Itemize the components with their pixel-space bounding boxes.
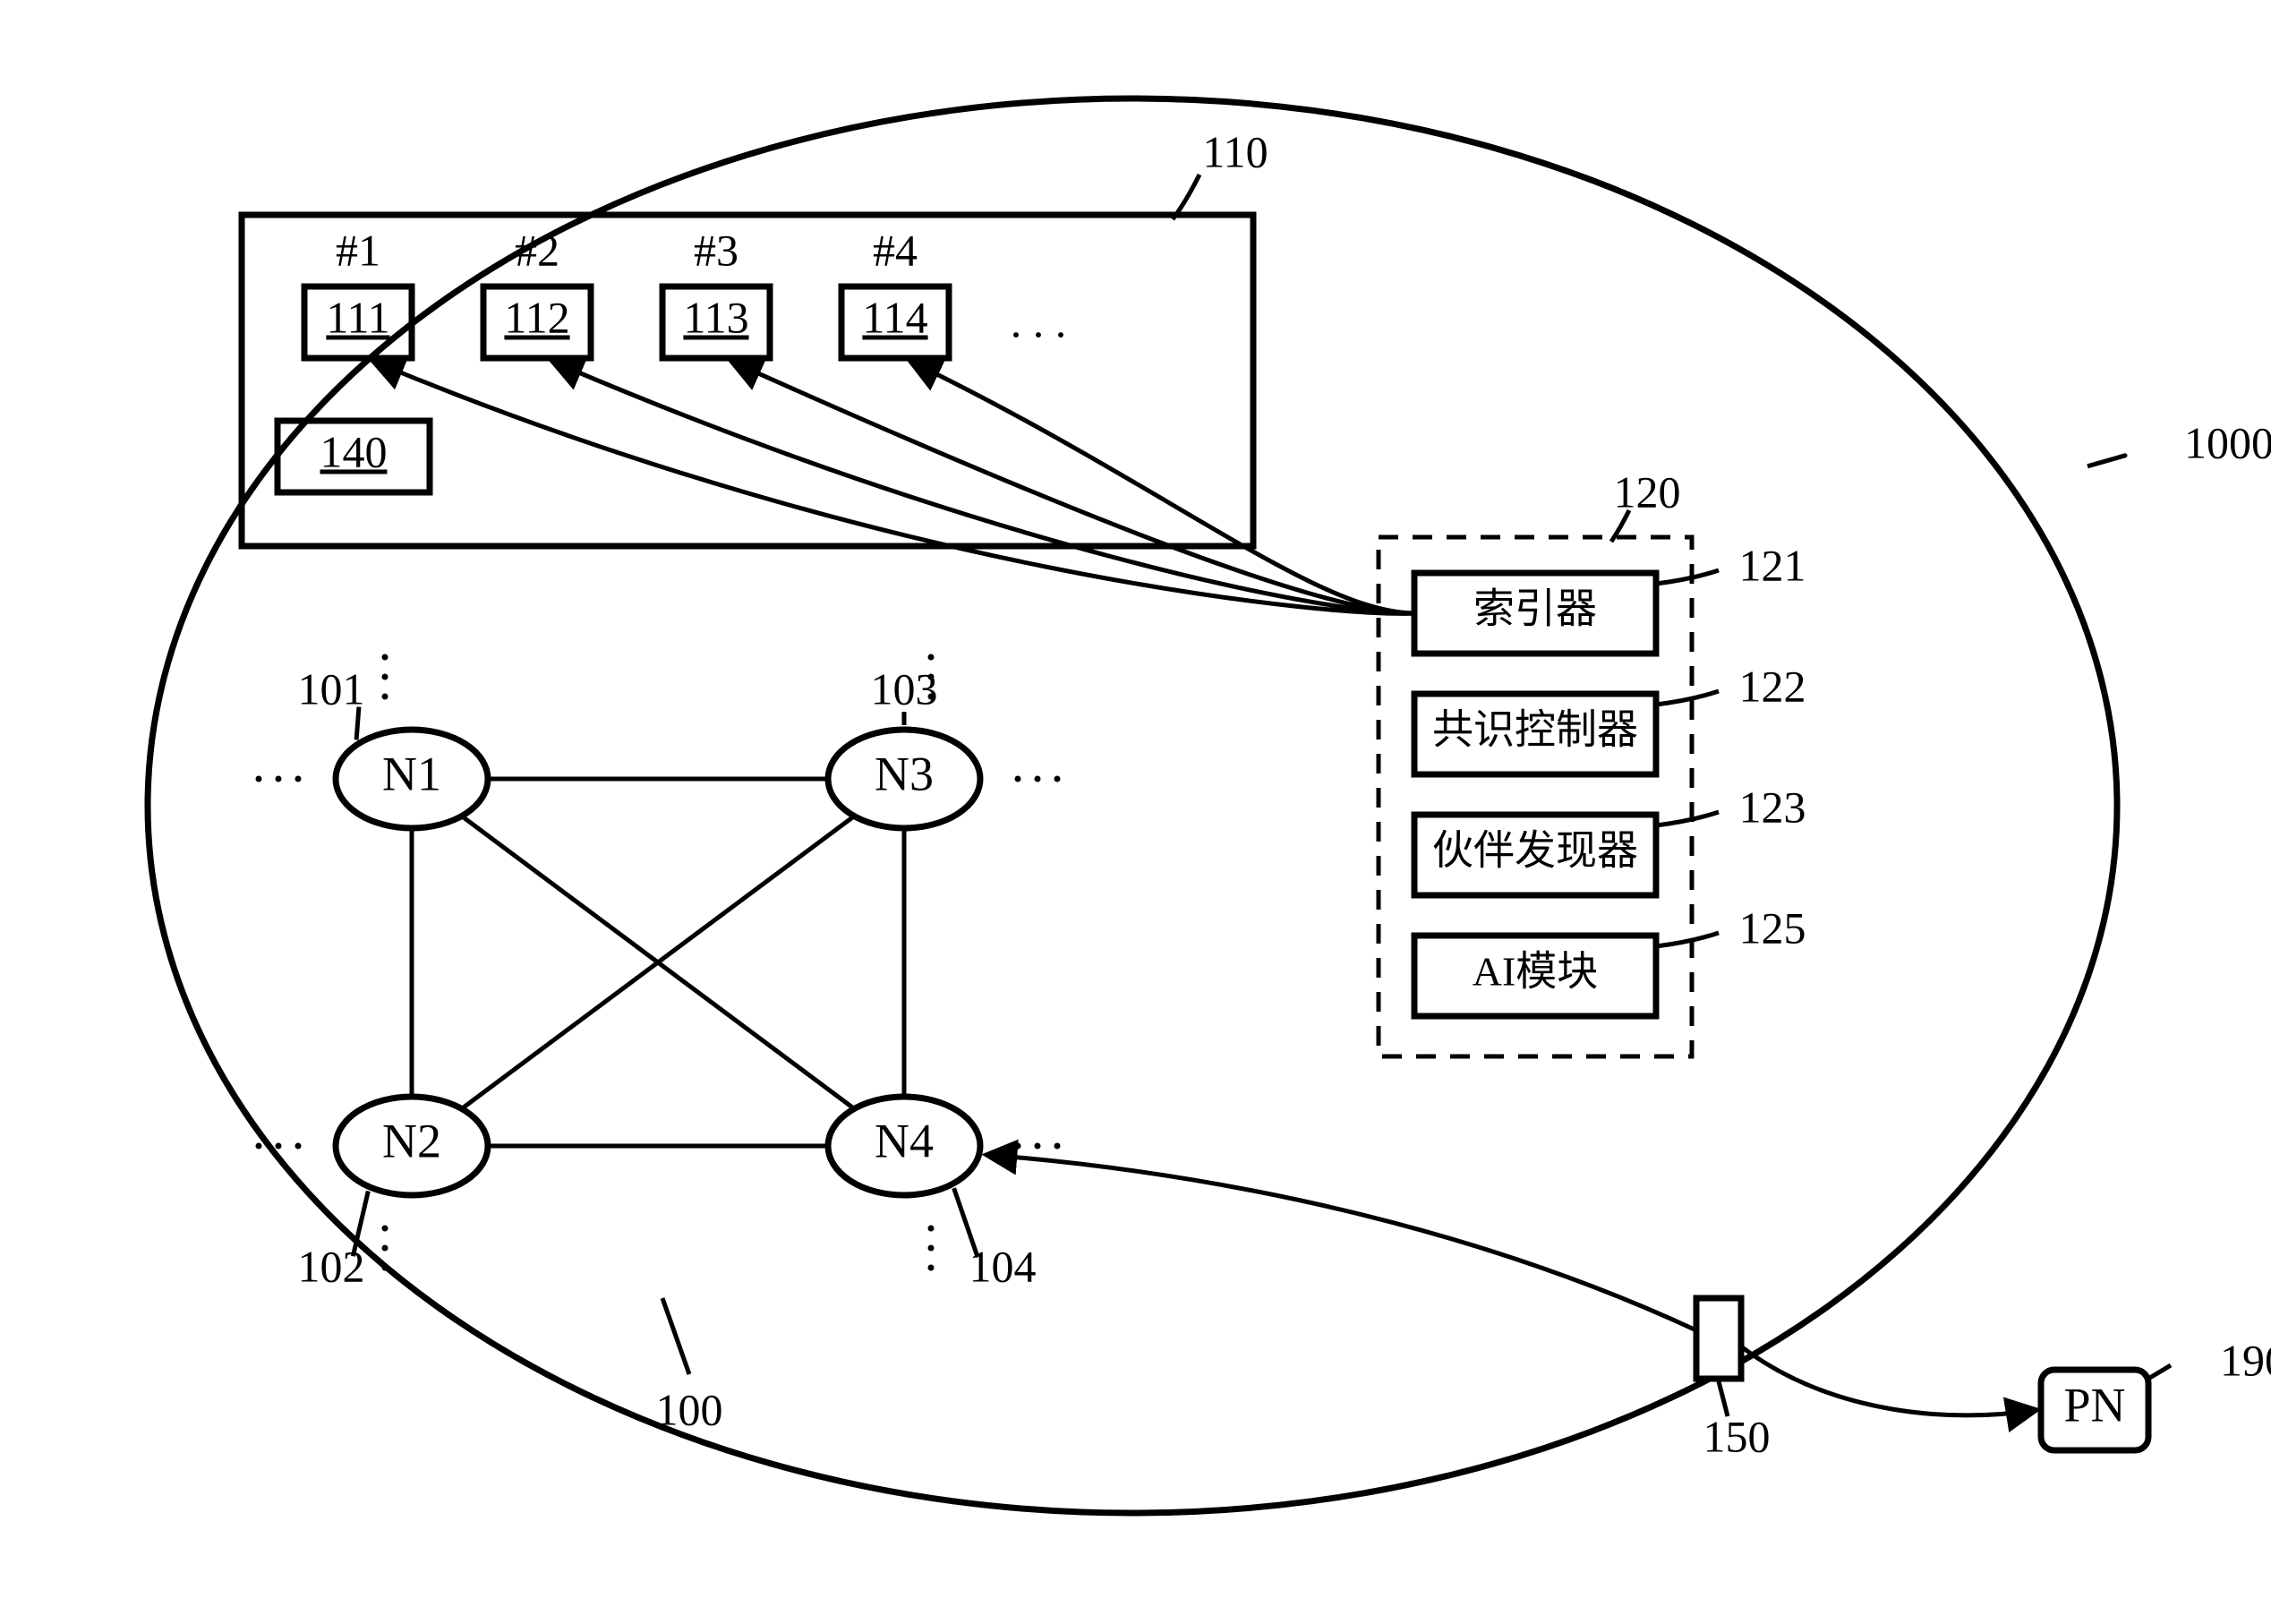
block-3-header: #3: [694, 225, 739, 275]
continuation-dot: [1035, 776, 1041, 782]
continuation-dot: [382, 1226, 388, 1232]
ref-150: 150: [1703, 1411, 1771, 1461]
continuation-dot: [928, 674, 935, 680]
continuation-dot: [928, 1265, 935, 1271]
arrow-indexer-to-114: [911, 362, 1414, 613]
continuation-dot: [382, 694, 388, 700]
continuation-dot: [928, 1226, 935, 1232]
ref-122: 122: [1739, 661, 1806, 711]
module-125-label: AI模块: [1473, 949, 1599, 995]
leader-122: [1656, 691, 1719, 705]
continuation-dot: [382, 654, 388, 661]
block-2-value: 112: [504, 292, 569, 342]
continuation-dot: [928, 654, 935, 661]
block-4-value: 114: [862, 292, 927, 342]
leader-100: [662, 1298, 689, 1374]
continuation-dot: [1054, 1143, 1061, 1150]
ref-110: 110: [1202, 126, 1268, 176]
arrow-indexer-to-113: [732, 362, 1414, 613]
leader-190: [2148, 1365, 2171, 1379]
node-N2-label: N2: [382, 1114, 441, 1167]
arrow-gateway-to-PN: [1741, 1346, 2036, 1415]
ref-1000: 1000: [2184, 417, 2271, 467]
continuation-dot: [256, 776, 262, 782]
module-123-label: 伙伴发现器: [1432, 828, 1638, 874]
node-N4-label: N4: [875, 1114, 934, 1167]
continuation-dot: [382, 1265, 388, 1271]
arrow-gateway-to-N4: [987, 1155, 1696, 1330]
block-4-header: #4: [873, 225, 918, 275]
ref-104: 104: [969, 1241, 1037, 1291]
continuation-dot: [295, 776, 302, 782]
continuation-dot: [382, 1245, 388, 1252]
continuation-dot: [276, 1143, 282, 1150]
blockchain-container: [242, 215, 1253, 546]
pn-label: PN: [2063, 1378, 2125, 1432]
ref-103: 103: [871, 663, 938, 714]
ref-123: 123: [1739, 782, 1806, 832]
ref-125: 125: [1739, 902, 1806, 953]
node-N3-label: N3: [875, 747, 934, 800]
continuation-dot: [1015, 776, 1021, 782]
blocks-ellipsis: . . .: [1011, 296, 1067, 346]
gateway-150: [1696, 1298, 1741, 1379]
block-3-value: 113: [683, 292, 748, 342]
continuation-dot: [1015, 1143, 1021, 1150]
continuation-dot: [928, 694, 935, 700]
leader-121: [1656, 570, 1719, 584]
leader-104: [954, 1188, 978, 1257]
continuation-dot: [295, 1143, 302, 1150]
node-N1-label: N1: [382, 747, 441, 800]
block-1-value: 111: [326, 292, 389, 342]
continuation-dot: [256, 1143, 262, 1150]
continuation-dot: [1054, 776, 1061, 782]
ref-100: 100: [656, 1384, 723, 1434]
ref-120: 120: [1614, 466, 1681, 517]
continuation-dot: [1035, 1143, 1041, 1150]
ref-190: 190: [2220, 1335, 2271, 1385]
block-1-header: #1: [336, 225, 380, 275]
leader-123: [1656, 812, 1719, 825]
block-2-header: #2: [515, 225, 559, 275]
ref-101: 101: [298, 663, 365, 714]
leader-101: [356, 707, 359, 740]
leader-1000: [2087, 456, 2125, 466]
ref-121: 121: [1739, 540, 1806, 590]
module-122-label: 共识控制器: [1432, 707, 1638, 753]
continuation-dot: [382, 674, 388, 680]
module-121-label: 索引器: [1473, 586, 1597, 632]
leader-125: [1656, 933, 1719, 946]
continuation-dot: [276, 776, 282, 782]
continuation-dot: [928, 1245, 935, 1252]
block-140-value: 140: [320, 426, 388, 476]
